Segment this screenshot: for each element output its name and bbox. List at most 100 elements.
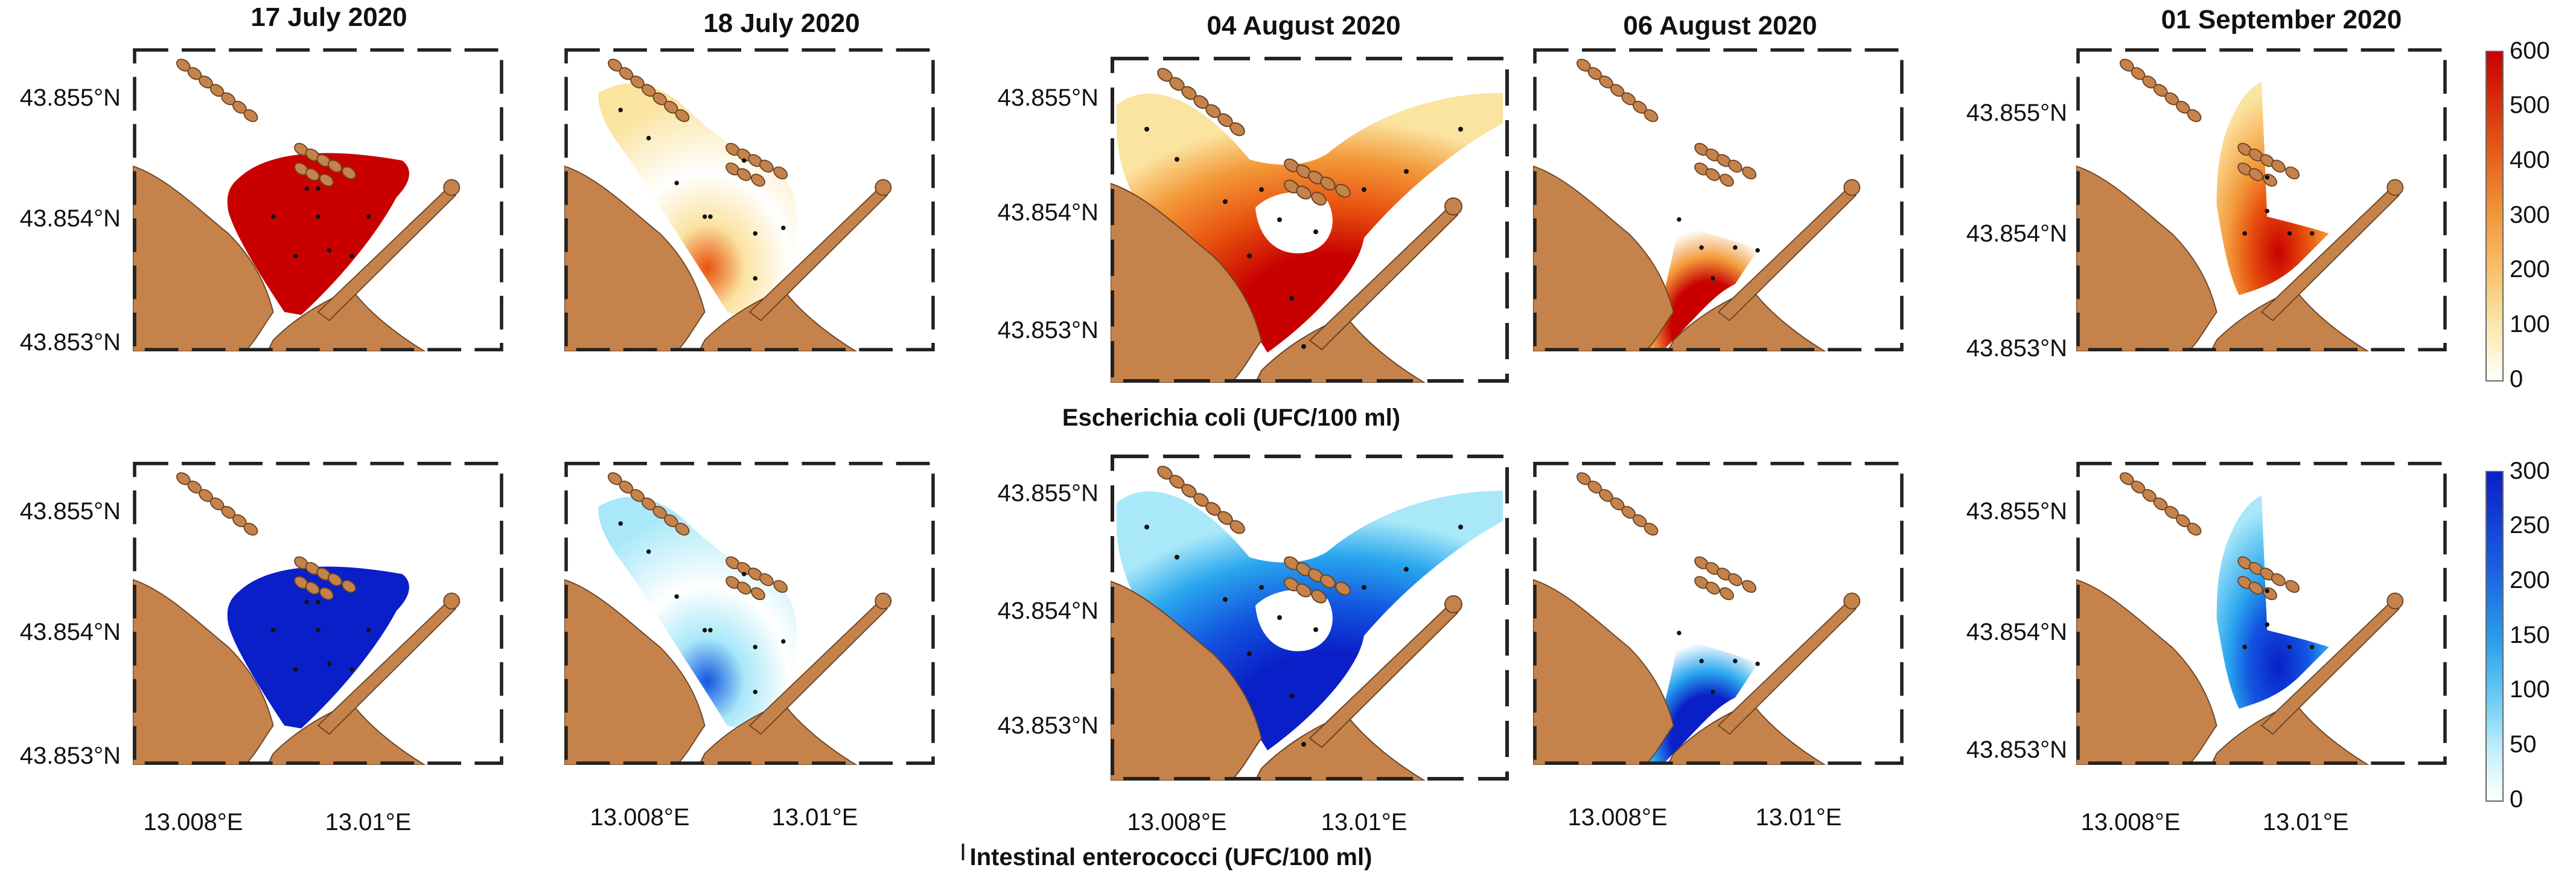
lat-label-855: 43.855°N: [1966, 100, 2067, 126]
lat-label-854: 43.854°N: [19, 205, 121, 232]
sampling-station: [646, 549, 651, 554]
date-title-3: 04 August 2020: [1207, 11, 1401, 40]
pier: [748, 601, 888, 735]
contamination-plume: [598, 497, 797, 727]
sampling-station: [327, 248, 332, 253]
sampling-station: [1699, 659, 1704, 663]
map-frame: [133, 48, 503, 351]
sampling-station: [1733, 659, 1738, 663]
map-panel-enterococci-3: [1111, 455, 1509, 781]
sampling-station: [1289, 296, 1294, 301]
coastline-land: [1533, 165, 1674, 351]
breakwater-reef: [675, 522, 690, 536]
breakwater-reef: [1229, 122, 1245, 136]
ent-tick-200: 200: [2510, 567, 2550, 593]
map-frame: [2076, 462, 2447, 765]
enterococci-colorbar: [2485, 471, 2504, 802]
lat-label-854: 43.854°N: [997, 598, 1098, 624]
ent-tick-250: 250: [2510, 512, 2550, 538]
map-frame: [133, 462, 503, 765]
sampling-station: [781, 225, 786, 231]
pier-head: [1444, 197, 1462, 216]
lon-label-010: 13.01°E: [771, 804, 858, 831]
breakwater-reef: [1705, 581, 1720, 595]
ent-tick-150: 150: [2510, 622, 2550, 648]
map-frame: [2076, 48, 2447, 351]
sampling-station: [1247, 254, 1252, 258]
sampling-station: [1677, 630, 1682, 636]
breakwater-reef: [1320, 574, 1336, 589]
pier: [1309, 604, 1459, 749]
lat-label-855: 43.855°N: [19, 85, 121, 111]
sampling-station: [2242, 231, 2247, 236]
breakwater-reef: [751, 587, 765, 601]
map-panel-ecoli-5: [2076, 48, 2447, 351]
lat-label-855: 43.855°N: [997, 85, 1098, 111]
sampling-station: [674, 594, 679, 599]
breakwater-reef: [243, 522, 258, 536]
ent-tick-300: 300: [2510, 458, 2550, 484]
breakwater-reef: [1720, 173, 1734, 187]
sampling-station: [270, 214, 276, 219]
sampling-station: [1699, 245, 1704, 250]
breakwater-reef: [1643, 109, 1659, 123]
sampling-station: [2265, 208, 2270, 214]
sampling-station: [1223, 199, 1228, 204]
breakwater-reef: [2285, 166, 2300, 180]
map-frame: [1533, 462, 1904, 765]
date-title-1: 17 July 2020: [250, 2, 407, 32]
coastline-land: [133, 579, 274, 765]
breakwater-reef: [342, 166, 357, 180]
sampling-station: [1247, 651, 1252, 656]
sampling-station: [741, 572, 747, 577]
lon-label-010: 13.01°E: [1321, 809, 1408, 835]
breakwater-reef: [1742, 580, 1757, 593]
sampling-station: [646, 136, 651, 141]
sampling-station: [741, 158, 747, 163]
date-title-4: 06 August 2020: [1623, 11, 1817, 40]
breakwater-reef: [1705, 168, 1720, 181]
map-frame: [1111, 57, 1509, 383]
breakwater-reef: [759, 573, 774, 586]
contamination-plume: [227, 153, 409, 315]
sampling-station: [1404, 567, 1409, 572]
pier-head: [1843, 179, 1861, 196]
date-title-2: 18 July 2020: [703, 8, 860, 38]
map-panel-enterococci-5: [2076, 462, 2447, 765]
sampling-station: [1458, 525, 1463, 529]
sampling-station: [304, 599, 310, 605]
sampling-station: [708, 628, 713, 633]
plume-clear-zone: [1255, 589, 1333, 651]
breakwater-reef: [1311, 191, 1327, 206]
ecoli-tick-200: 200: [2510, 256, 2550, 283]
breakwater-reef: [1335, 581, 1351, 596]
breakwater-reef: [327, 159, 342, 173]
breakwater-reef: [1727, 159, 1742, 173]
lon-label-008: 13.008°E: [1567, 804, 1668, 831]
sampling-station: [2242, 645, 2247, 650]
lat-label-854: 43.854°N: [1966, 619, 2067, 645]
date-title-5: 01 September 2020: [2161, 5, 2402, 34]
sampling-station: [1223, 597, 1228, 602]
sampling-station: [1289, 694, 1294, 698]
sampling-station: [1301, 344, 1306, 349]
ent-tick-100: 100: [2510, 676, 2550, 703]
contamination-plume: [1648, 222, 1758, 351]
sampling-station: [2309, 645, 2315, 650]
sampling-station: [316, 214, 320, 219]
map-panel-ecoli-4: [1533, 48, 1904, 351]
sampling-station: [2309, 231, 2315, 236]
pier: [748, 188, 888, 322]
contamination-plume: [598, 83, 797, 314]
lat-label-854: 43.854°N: [1966, 220, 2067, 247]
sampling-station: [1277, 217, 1282, 222]
coastline-land: [2076, 165, 2217, 351]
sampling-station: [270, 628, 276, 633]
sampling-station: [1175, 555, 1179, 560]
map-panel-ecoli-2: [564, 48, 935, 351]
sampling-station: [618, 107, 623, 112]
sampling-station: [1313, 627, 1318, 632]
lat-label-854: 43.854°N: [19, 619, 121, 645]
coastline-land: [564, 165, 706, 351]
pier: [2260, 601, 2400, 735]
